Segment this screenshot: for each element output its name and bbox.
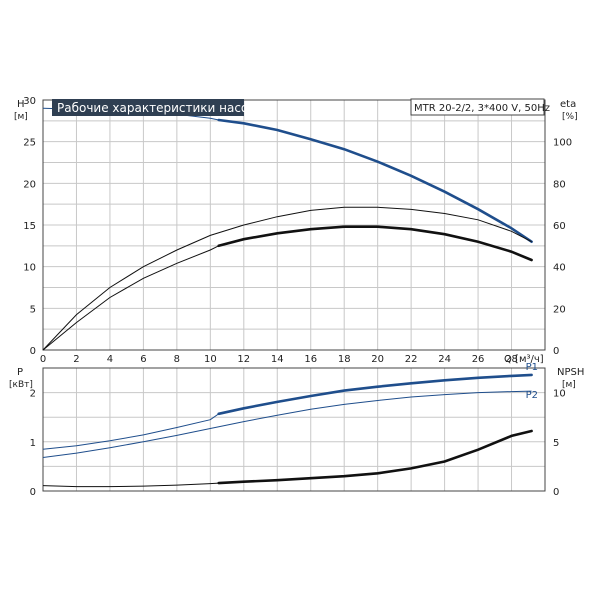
p-axis-unit: [кВт] bbox=[9, 380, 33, 390]
top-series-0-operating-range bbox=[217, 118, 533, 243]
bottom-series-P1-operating-range bbox=[217, 373, 533, 416]
eta-tick-label: 100 bbox=[553, 138, 572, 149]
h-axis-label: H bbox=[17, 99, 25, 110]
h-tick-label: 0 bbox=[30, 346, 36, 357]
x-tick-label: 12 bbox=[237, 354, 250, 365]
npsh-tick-label: 0 bbox=[553, 487, 559, 498]
top-plot-frame bbox=[42, 99, 546, 351]
h-tick-label: 10 bbox=[23, 263, 36, 274]
p-axis-label: P bbox=[17, 367, 23, 378]
h-tick-label: 25 bbox=[23, 138, 36, 149]
bottom-chart-grid bbox=[42, 367, 546, 492]
x-tick-label: 2 bbox=[73, 354, 79, 365]
eta-tick-label: 20 bbox=[553, 304, 566, 315]
x-tick-label: 22 bbox=[405, 354, 418, 365]
eta-tick-label: 0 bbox=[553, 346, 559, 357]
eta-tick-label: 40 bbox=[553, 263, 566, 274]
top-series-2-operating-range bbox=[217, 225, 533, 262]
h-tick-label: 15 bbox=[23, 221, 36, 232]
x-tick-label: 8 bbox=[174, 354, 180, 365]
p-tick-label: 0 bbox=[30, 487, 36, 498]
eta-tick-label: 60 bbox=[553, 221, 566, 232]
p-tick-label: 2 bbox=[30, 389, 36, 400]
npsh-axis-unit: [м] bbox=[562, 380, 576, 390]
npsh-tick-label: 5 bbox=[553, 438, 559, 449]
p-tick-label: 1 bbox=[30, 438, 36, 449]
x-tick-label: 26 bbox=[472, 354, 485, 365]
x-tick-label: 24 bbox=[438, 354, 451, 365]
npsh-tick-label: 10 bbox=[553, 389, 566, 400]
chart-title: Рабочие характеристики насоса bbox=[57, 101, 262, 115]
x-tick-label: 28 bbox=[505, 354, 518, 365]
bottom-series-P1-line bbox=[42, 374, 532, 450]
x-tick-label: 20 bbox=[371, 354, 384, 365]
h-tick-label: 30 bbox=[23, 96, 36, 107]
eta-axis-label: eta bbox=[560, 99, 576, 110]
x-tick-label: 10 bbox=[204, 354, 217, 365]
x-tick-label: 14 bbox=[271, 354, 284, 365]
series-label-P2: P2 bbox=[526, 390, 538, 401]
x-axis-label: Q [м³/ч] bbox=[504, 354, 544, 365]
top-chart-curves bbox=[42, 107, 533, 351]
x-tick-label: 4 bbox=[107, 354, 113, 365]
bottom-chart-curves bbox=[42, 373, 533, 488]
axis-labels: 0 2 4 6 8 10 12 14 16 18 20 22 24 26 28Q [м³/ч]0510152… bbox=[9, 96, 584, 498]
eta-axis-unit: [%] bbox=[562, 112, 578, 122]
bottom-series-2-operating-range bbox=[217, 429, 533, 485]
top-series-2-line bbox=[42, 226, 532, 351]
h-tick-label: 20 bbox=[23, 179, 36, 190]
h-tick-label: 5 bbox=[30, 304, 36, 315]
series-label-P1: P1 bbox=[526, 362, 538, 373]
model-box bbox=[410, 98, 545, 116]
pump-model: MTR 20-2/2, 3*400 V, 50Hz bbox=[414, 103, 550, 114]
top-series-0-line bbox=[42, 107, 532, 243]
top-chart-grid bbox=[42, 99, 546, 351]
x-tick-label: 0 bbox=[40, 354, 46, 365]
chart-title-box bbox=[52, 99, 244, 116]
h-axis-unit: [м] bbox=[14, 112, 28, 122]
bottom-plot-frame bbox=[42, 367, 546, 492]
x-tick-label: 16 bbox=[304, 354, 317, 365]
x-tick-label: 6 bbox=[140, 354, 146, 365]
npsh-axis-label: NPSH bbox=[557, 367, 584, 378]
x-tick-label: 18 bbox=[338, 354, 351, 365]
bottom-series-P2-line bbox=[42, 390, 532, 458]
eta-tick-label: 80 bbox=[553, 179, 566, 190]
top-series-1-line bbox=[42, 206, 532, 351]
